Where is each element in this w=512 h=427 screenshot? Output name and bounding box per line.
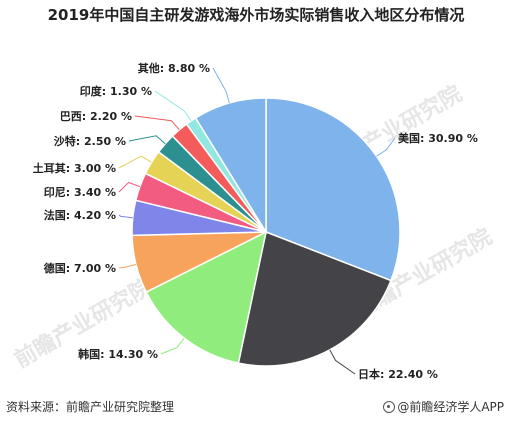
leader-line-8 (134, 115, 180, 131)
data-label-10: 其他: 8.80 % (138, 61, 210, 75)
leader-line-5 (118, 181, 141, 193)
data-label-7: 沙特: 2.50 % (54, 134, 126, 148)
leader-line-6 (118, 155, 152, 169)
pie-slice-0 (265, 97, 401, 282)
pie-slices (131, 97, 401, 367)
data-labels: 美国: 30.90 % 日本: 22.40 % 韩国: 14.30 % 德国: 7.0… (33, 61, 478, 381)
leader-line-1 (329, 349, 356, 375)
data-label-1: 日本: 22.40 % (358, 367, 438, 381)
data-label-2: 韩国: 14.30 % (78, 347, 158, 361)
leader-line-3 (118, 264, 137, 269)
brand-logo-icon (383, 401, 396, 413)
leader-line-9 (154, 90, 192, 122)
data-label-3: 德国: 7.00 % (43, 261, 116, 275)
leader-line-0 (376, 137, 396, 157)
leader-line-7 (128, 135, 166, 145)
data-label-4: 法国: 4.20 % (44, 208, 116, 222)
data-label-9: 印度: 1.30 % (80, 84, 152, 98)
data-label-8: 巴西: 2.20 % (60, 110, 132, 123)
data-label-5: 印尼: 3.40 % (44, 186, 116, 199)
brand-note: @前瞻经济学人APP (383, 398, 504, 415)
leader-line-4 (118, 214, 133, 219)
brand-text: @前瞻经济学人APP (397, 400, 504, 414)
leader-line-10 (212, 67, 230, 104)
source-note: 资料来源：前瞻产业研究院整理 (6, 400, 175, 414)
leader-line-2 (160, 337, 185, 355)
chart-title: 2019年中国自主研发游戏海外市场实际销售收入地区分布情况 (47, 6, 465, 24)
data-label-0: 美国: 30.90 % (398, 131, 478, 145)
pie-slice-2 (145, 230, 268, 365)
leader-lines (118, 67, 396, 375)
data-label-6: 土耳其: 3.00 % (33, 161, 116, 175)
